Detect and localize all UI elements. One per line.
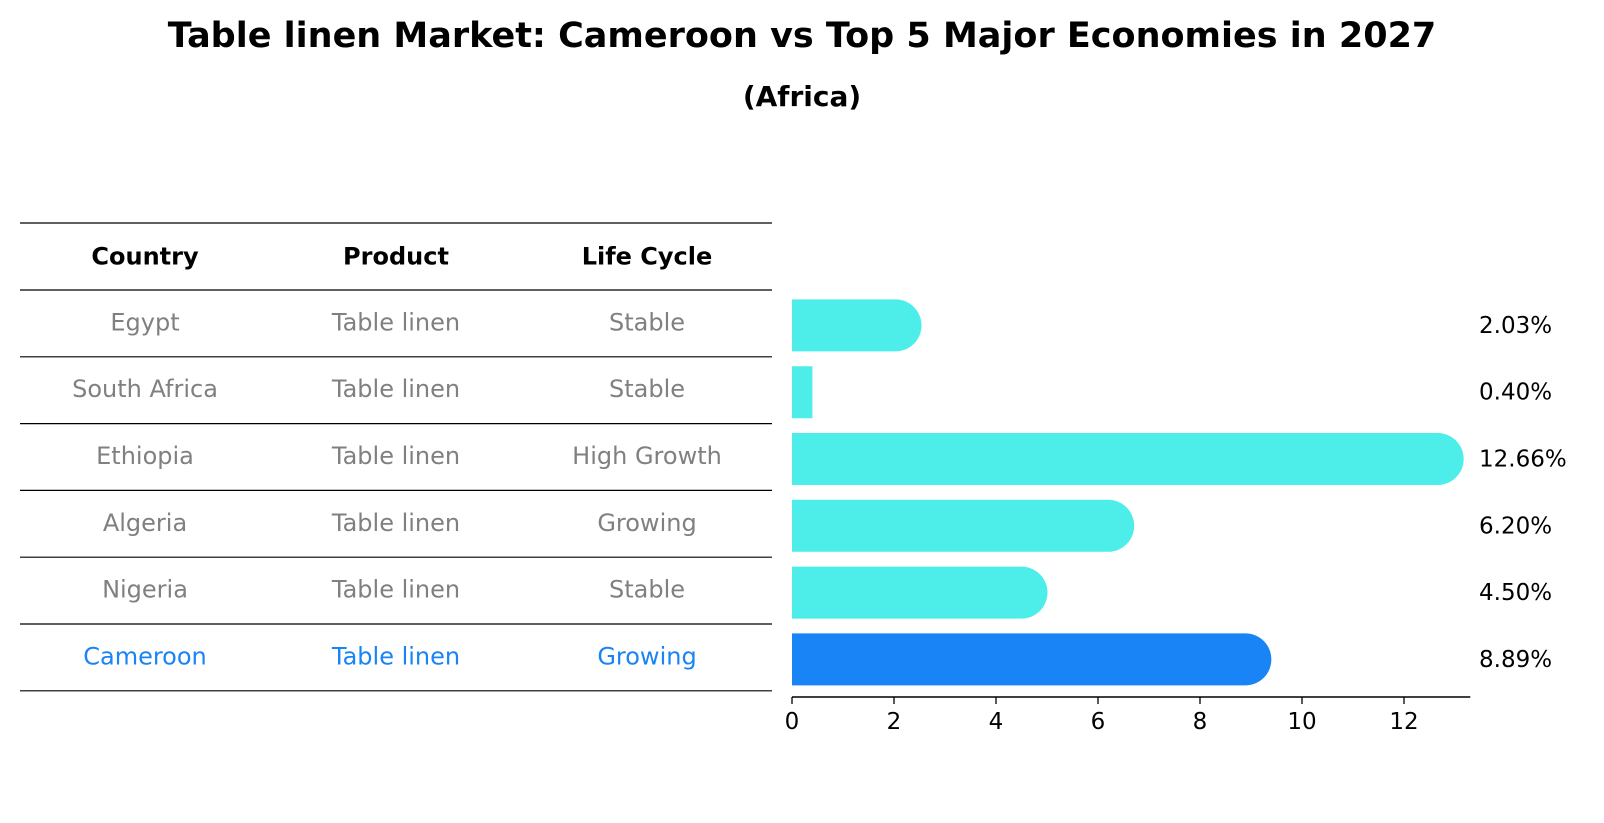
table-cell-country: Ethiopia [96, 442, 194, 470]
bar-south-africa [792, 366, 813, 419]
table-header-cell: Country [91, 243, 199, 271]
bar-cameroon [792, 633, 1272, 686]
table-row: Egypt Table linen Stable [110, 308, 685, 336]
table-header-cell: Product [343, 243, 449, 271]
table-cell-country: Egypt [110, 308, 179, 336]
table-row: Cameroon Table linen Growing [83, 642, 696, 670]
x-tick-label: 0 [785, 709, 800, 735]
table-cell-country: Algeria [103, 509, 187, 537]
x-tick-label: 4 [989, 709, 1004, 735]
x-tick-label: 12 [1389, 709, 1418, 735]
x-tick-label: 8 [1193, 709, 1208, 735]
bar-nigeria [792, 566, 1048, 619]
bar-algeria [792, 499, 1135, 552]
x-tick-label: 10 [1287, 709, 1316, 735]
table-cell-country: Cameroon [83, 642, 207, 670]
table-cell-country: South Africa [72, 375, 218, 403]
chart-subtitle: (Africa) [742, 80, 862, 113]
x-tick-label: 2 [887, 709, 902, 735]
value-label: 8.89% [1479, 647, 1552, 673]
table-cell-product: Table linen [331, 375, 460, 403]
table-cell-life-cycle: Growing [597, 509, 696, 537]
x-tick-label: 6 [1091, 709, 1106, 735]
table-cell-life-cycle: Stable [609, 308, 685, 336]
data-table: Country Product Life Cycle Egypt Table linen… [20, 222, 772, 692]
table-cell-life-cycle: Stable [609, 375, 685, 403]
table-cell-product: Table linen [331, 308, 460, 336]
table-row: South Africa Table linen Stable [72, 375, 685, 403]
value-label: 2.03% [1479, 313, 1552, 339]
bar-plot [792, 299, 1464, 686]
table-row: Ethiopia Table linen High Growth [96, 442, 722, 470]
value-label: 0.40% [1479, 380, 1552, 406]
table-header-cell: Life Cycle [582, 243, 713, 271]
table-cell-product: Table linen [331, 576, 460, 604]
table-cell-life-cycle: Stable [609, 576, 685, 604]
table-cell-product: Table linen [331, 642, 460, 670]
value-label: 12.66% [1479, 447, 1567, 473]
table-row: Algeria Table linen Growing [103, 509, 697, 537]
table-cell-product: Table linen [331, 442, 460, 470]
chart-title: Table linen Market: Cameroon vs Top 5 Ma… [167, 16, 1437, 56]
table-cell-country: Nigeria [102, 576, 188, 604]
value-label: 6.20% [1479, 513, 1552, 539]
x-axis: 0 2 4 6 8 10 12 [785, 696, 1471, 735]
value-labels: 2.03% 0.40% 12.66% 6.20% 4.50% 8.89% [1479, 313, 1567, 673]
table-row: Nigeria Table linen Stable [102, 576, 685, 604]
table-cell-product: Table linen [331, 509, 460, 537]
table-cell-life-cycle: High Growth [572, 442, 722, 470]
bar-ethiopia [792, 433, 1464, 485]
bar-egypt [792, 299, 922, 352]
table-cell-life-cycle: Growing [597, 642, 696, 670]
value-label: 4.50% [1479, 580, 1552, 606]
